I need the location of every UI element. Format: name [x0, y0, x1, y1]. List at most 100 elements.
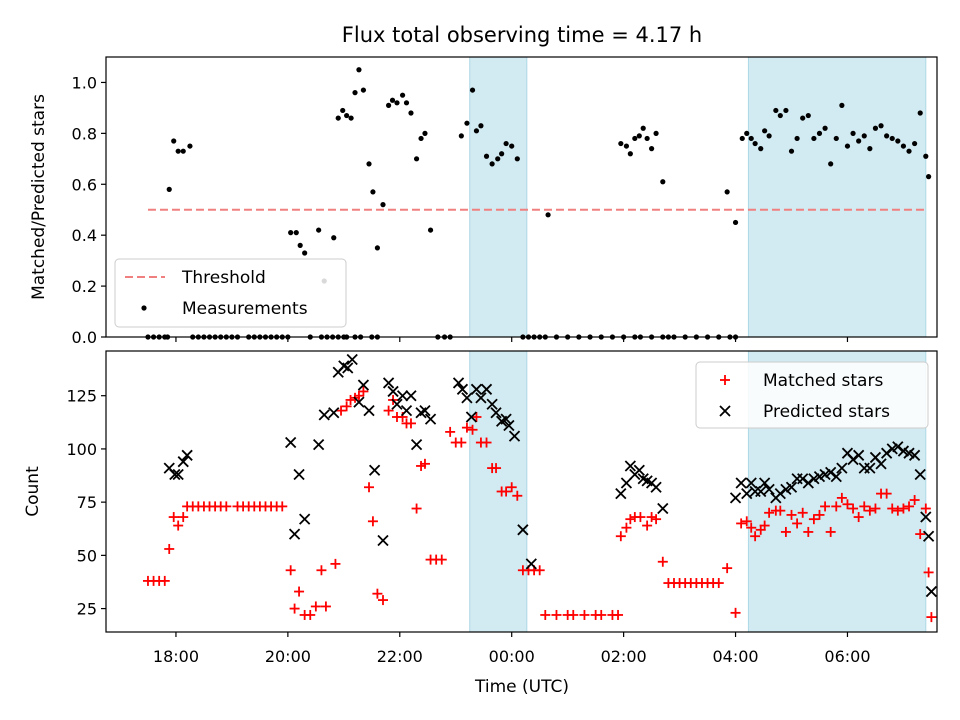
data-point: [724, 189, 730, 195]
data-point: [310, 601, 321, 612]
data-point: [847, 453, 859, 466]
data-point: [625, 514, 636, 525]
data-point: [316, 227, 322, 233]
data-point: [419, 458, 430, 469]
data-point: [345, 394, 356, 405]
data-point: [627, 151, 633, 157]
legend: Threshold Measurements: [114, 258, 347, 328]
data-point: [346, 353, 358, 366]
data-point: [427, 227, 434, 233]
data-point: [729, 492, 742, 504]
data-point: [780, 526, 791, 537]
data-point: [399, 92, 406, 98]
data-point: [922, 530, 935, 542]
data-point: [499, 151, 505, 157]
y-tick-label: 50: [77, 546, 97, 565]
data-point: [391, 398, 403, 410]
x-tick-label: 02:00: [601, 647, 647, 666]
data-point: [803, 526, 814, 537]
data-point: [478, 123, 484, 129]
data-point: [396, 390, 409, 402]
legend-box: [695, 361, 929, 429]
data-point: [480, 383, 493, 395]
data-point: [642, 520, 653, 531]
y-tick-label: 0.4: [72, 226, 97, 245]
data-point: [293, 230, 299, 236]
data-point: [408, 110, 414, 116]
legend-marker: [719, 405, 731, 417]
data-point: [305, 609, 316, 620]
data-point: [853, 512, 864, 523]
data-point: [285, 565, 296, 576]
data-point: [739, 135, 745, 142]
data-point: [900, 143, 907, 149]
y-tick-label: 0.0: [72, 328, 97, 347]
data-point: [906, 148, 912, 154]
x-tick-label: 04:00: [712, 647, 758, 666]
data-point: [657, 502, 669, 515]
data-point: [830, 470, 842, 483]
data-point: [177, 456, 189, 468]
data-point: [380, 202, 386, 208]
data-point: [458, 133, 464, 139]
data-point: [635, 512, 646, 523]
data-point: [792, 518, 803, 529]
data-point: [330, 558, 341, 569]
data-point: [856, 138, 862, 144]
data-point: [357, 379, 370, 391]
data-point: [495, 156, 501, 162]
series-measurements: [145, 67, 932, 340]
data-point: [456, 437, 467, 448]
data-point: [316, 565, 327, 576]
data-point: [481, 437, 492, 448]
data-point: [452, 377, 465, 389]
y-tick-label: 1.0: [72, 73, 97, 92]
legend-label: Predicted stars: [763, 402, 890, 422]
data-point: [926, 612, 937, 623]
data-point: [895, 138, 901, 144]
data-point: [811, 135, 817, 142]
legend-label: Threshold: [181, 268, 266, 288]
data-point: [632, 135, 638, 142]
data-point: [644, 135, 650, 142]
data-point: [385, 102, 392, 108]
series-predicted-stars: [163, 353, 938, 598]
data-point: [836, 492, 847, 503]
data-point: [378, 595, 388, 606]
data-point: [419, 404, 431, 417]
data-point: [920, 511, 932, 523]
data-point: [302, 250, 308, 256]
data-point: [331, 235, 337, 241]
panel-2: 25 50 75 100 125 18:00 20:00 22:00 00:00 02:00 04:…: [23, 350, 938, 666]
data-point: [814, 509, 825, 520]
data-point: [389, 97, 396, 103]
data-point: [166, 186, 172, 192]
data-point: [867, 146, 873, 152]
data-point: [785, 481, 798, 493]
data-point: [318, 409, 330, 421]
data-point: [172, 468, 184, 481]
data-point: [752, 140, 758, 147]
data-point: [512, 490, 523, 501]
data-point: [904, 501, 915, 512]
data-point: [887, 503, 898, 514]
y-axis-label: Count: [23, 466, 43, 517]
data-point: [732, 219, 739, 226]
data-point: [503, 140, 509, 147]
data-point: [353, 396, 365, 408]
panels-layer: 0.0 0.2 0.4 0.6 0.8 1.0 Matched/Predicted star…: [23, 56, 938, 666]
data-point: [579, 609, 590, 620]
data-point: [898, 503, 909, 514]
data-point: [923, 567, 934, 578]
data-point: [348, 115, 354, 121]
data-point: [613, 609, 624, 620]
data-point: [775, 505, 786, 516]
data-point: [713, 578, 724, 589]
data-point: [405, 390, 417, 402]
data-point: [508, 430, 521, 442]
data-point: [503, 419, 515, 432]
data-point: [746, 522, 757, 533]
data-point: [180, 148, 186, 154]
data-point: [636, 133, 642, 139]
data-point: [164, 543, 175, 554]
